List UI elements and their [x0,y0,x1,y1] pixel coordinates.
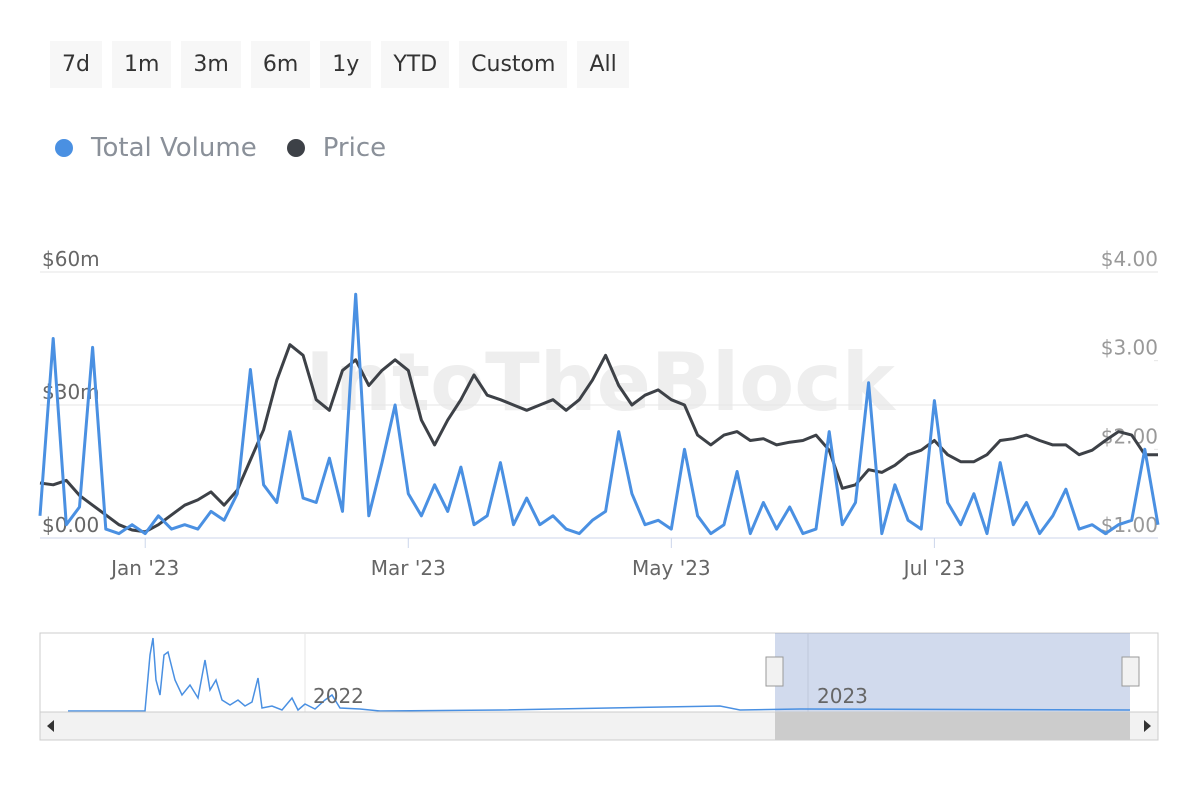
navigator-label: 2022 [313,684,364,708]
navigator-handle[interactable] [765,656,784,687]
x-tick-label: Jul '23 [902,556,965,580]
range-button[interactable]: Custom [459,41,568,88]
navigator-series [68,637,1131,712]
y2-tick-label: $3.00 [1101,336,1158,360]
legend-item[interactable]: Price [286,133,387,163]
range-button[interactable]: All [577,41,629,88]
legend-marker [55,139,73,157]
legend: Total Volume Price [55,133,386,163]
x-tick-label: Jan '23 [109,556,179,580]
navigator: 2022 2023 [39,632,1159,741]
range-buttons: 7d 1m 3m 6m 1y YTD Custom All [50,41,629,88]
legend-item[interactable]: Total Volume [55,133,257,163]
range-button[interactable]: 3m [181,41,241,88]
series-line [38,292,1160,536]
series-line [39,343,1158,534]
legend-label: Total Volume [91,133,257,163]
navigator-selection[interactable] [775,633,1130,712]
scrollbar-thumb[interactable] [775,712,1130,740]
range-button[interactable]: 6m [250,41,311,88]
range-button[interactable]: 7d [50,41,102,88]
navigator-label: 2023 [817,684,868,708]
legend-label: Price [322,133,387,163]
range-button[interactable]: YTD [381,41,450,88]
y2-tick-label: $1.00 [1101,513,1158,537]
legend-marker [286,139,305,157]
range-button[interactable]: 1y [320,41,372,88]
range-button[interactable]: 1m [111,41,172,88]
x-tick-label: Mar '23 [371,556,446,580]
watermark: IntoTheBlock [305,336,896,429]
y-tick-label: $60m [42,247,100,271]
x-tick-label: May '23 [632,556,711,580]
navigator-handle[interactable] [1121,656,1140,687]
y2-tick-label: $4.00 [1101,247,1158,271]
